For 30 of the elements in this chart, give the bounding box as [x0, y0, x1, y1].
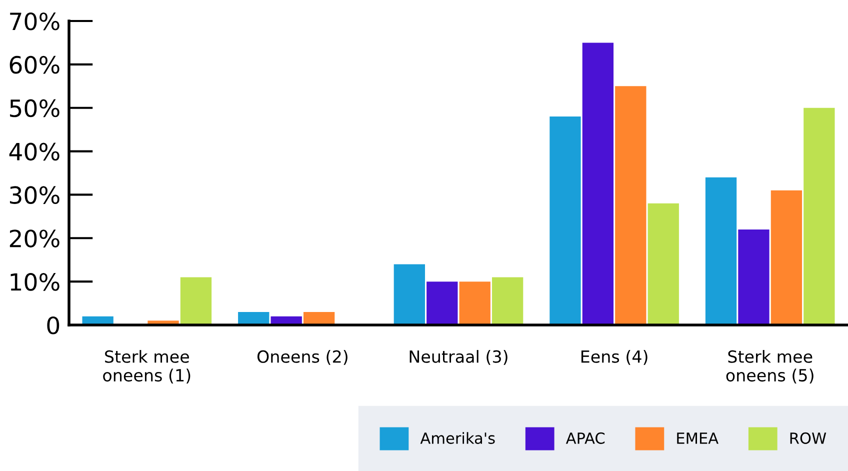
bar: [738, 229, 770, 325]
y-tick-label: 50%: [10, 99, 60, 118]
legend-label: Amerika's: [420, 432, 495, 444]
bar: [582, 42, 614, 325]
y-tick-label: 20%: [10, 230, 60, 248]
bar: [459, 282, 490, 325]
x-tick-label: Sterk mee oneens (1): [103, 350, 190, 384]
bar: [615, 86, 646, 325]
x-tick-label: Eens (4): [581, 350, 648, 365]
bar: [705, 177, 737, 325]
bar: [180, 277, 212, 325]
y-tick-label: 30%: [10, 186, 60, 204]
bar: [492, 277, 524, 325]
y-tick-label: 10%: [10, 273, 60, 291]
text: 0: [47, 316, 60, 334]
bar: [426, 282, 458, 325]
x-tick-label: Sterk mee oneens (5): [726, 350, 814, 384]
y-tick-label: 40%: [9, 142, 60, 161]
x-tick-label: Oneens (2): [257, 350, 348, 365]
bar: [648, 203, 679, 325]
legend-label: EMEA: [677, 432, 718, 444]
legend-label: APAC: [566, 432, 605, 444]
bar: [804, 108, 835, 325]
legend-label: ROW: [790, 432, 826, 444]
bar: [550, 116, 581, 325]
bar: [770, 190, 802, 325]
bar: [394, 264, 426, 325]
y-tick-label: 70%: [10, 12, 60, 30]
x-tick-label: Neutraal (3): [410, 350, 508, 365]
y-tick-label: 60%: [10, 56, 60, 74]
